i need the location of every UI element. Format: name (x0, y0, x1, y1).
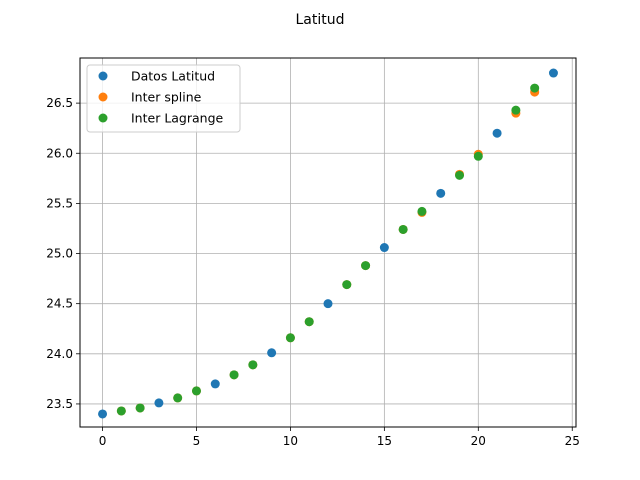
data-point (135, 403, 145, 413)
x-tick-label: 5 (193, 434, 201, 448)
data-point (154, 398, 164, 408)
data-point (492, 128, 502, 138)
y-tick-label: 26.5 (46, 96, 73, 110)
legend-label: Datos Latitud (131, 69, 215, 84)
data-point (210, 379, 220, 389)
y-tick-label: 24.0 (46, 347, 73, 361)
legend-marker (98, 113, 108, 123)
x-tick-label: 10 (283, 434, 298, 448)
data-point (530, 83, 540, 93)
data-point (473, 151, 483, 161)
data-point (398, 224, 408, 234)
x-tick-label: 25 (565, 434, 580, 448)
legend-marker (98, 71, 108, 81)
legend-label: Inter spline (131, 90, 202, 105)
x-tick-label: 20 (471, 434, 486, 448)
data-point (173, 393, 183, 403)
series-datos-latitud (98, 68, 558, 419)
data-point (361, 261, 371, 271)
series-inter-lagrange (116, 83, 540, 416)
data-point (323, 299, 333, 309)
data-point (417, 206, 427, 216)
y-tick-label: 26.0 (46, 146, 73, 160)
plot-frame (79, 57, 577, 428)
chart-title: Latitud (295, 12, 344, 28)
data-point (285, 333, 295, 343)
data-point (191, 386, 201, 396)
y-tick-label: 23.5 (46, 397, 73, 411)
data-point (248, 360, 258, 370)
data-point (379, 243, 389, 253)
data-point (455, 170, 465, 180)
legend-label: Inter Lagrange (131, 111, 224, 126)
y-axis-ticks: 23.5 24.0 24.5 25.0 25.5 26.0 26.5 (46, 96, 80, 411)
x-tick-label: 0 (99, 434, 107, 448)
data-point (98, 409, 108, 419)
data-point (267, 348, 277, 358)
y-tick-label: 25.0 (46, 247, 73, 261)
data-point (548, 68, 558, 78)
data-point (229, 370, 239, 380)
y-tick-label: 25.5 (46, 196, 73, 210)
x-tick-label: 15 (377, 434, 392, 448)
data-point (116, 406, 126, 416)
legend-marker (98, 92, 108, 102)
y-tick-label: 24.5 (46, 297, 73, 311)
data-point (304, 317, 314, 327)
data-point (436, 188, 446, 198)
legend: Datos Latitud Inter spline Inter Lagrange (86, 64, 241, 133)
data-point (342, 280, 352, 290)
legend-box (86, 64, 241, 133)
data-points (98, 68, 558, 419)
x-axis-ticks: 0 5 10 15 20 25 (99, 427, 580, 448)
data-point (511, 105, 521, 115)
